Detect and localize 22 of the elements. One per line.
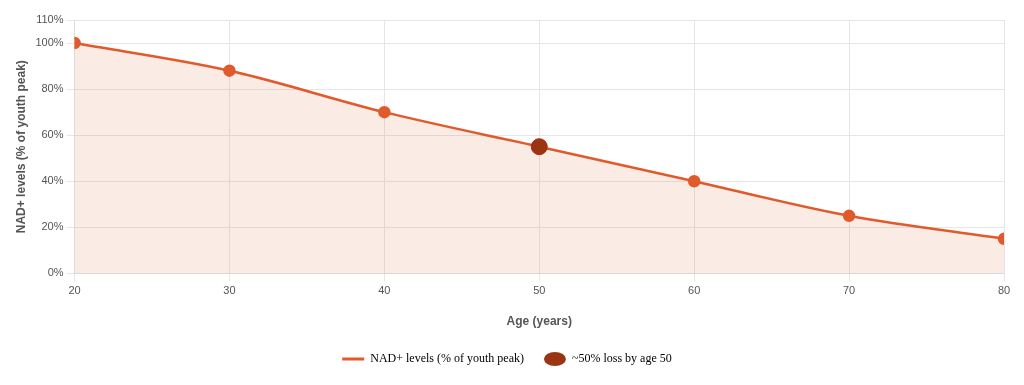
y-tick-label: 0%: [47, 266, 64, 279]
x-tick-label: 30: [223, 284, 236, 297]
y-tick-label: 100%: [35, 36, 64, 49]
point: [687, 175, 701, 188]
y-tick-label: 80%: [41, 82, 64, 95]
y-axis-title: NAD+ levels (% of youth peak): [13, 60, 28, 234]
x-axis-title: Age (years): [506, 314, 572, 329]
x-tick-label: 50: [533, 284, 546, 297]
y-tick-label: 60%: [41, 128, 64, 141]
point: [842, 209, 856, 223]
y-tick-label: 40%: [41, 174, 64, 187]
x-tick-label: 40: [378, 284, 391, 297]
x-tick-label: 80: [997, 284, 1011, 297]
legend-label: ~50% loss by age 50: [571, 351, 672, 366]
y-tick-label: 110%: [36, 13, 64, 26]
point: [378, 105, 391, 119]
y-tick-label: 20%: [41, 220, 64, 233]
x-tick-label: 70: [842, 284, 856, 297]
x-tick-label: 60: [688, 284, 701, 297]
legend-label: NAD+ levels (% of youth peak): [370, 351, 524, 366]
point: [223, 64, 236, 77]
x-tick-label: 20: [68, 284, 81, 297]
